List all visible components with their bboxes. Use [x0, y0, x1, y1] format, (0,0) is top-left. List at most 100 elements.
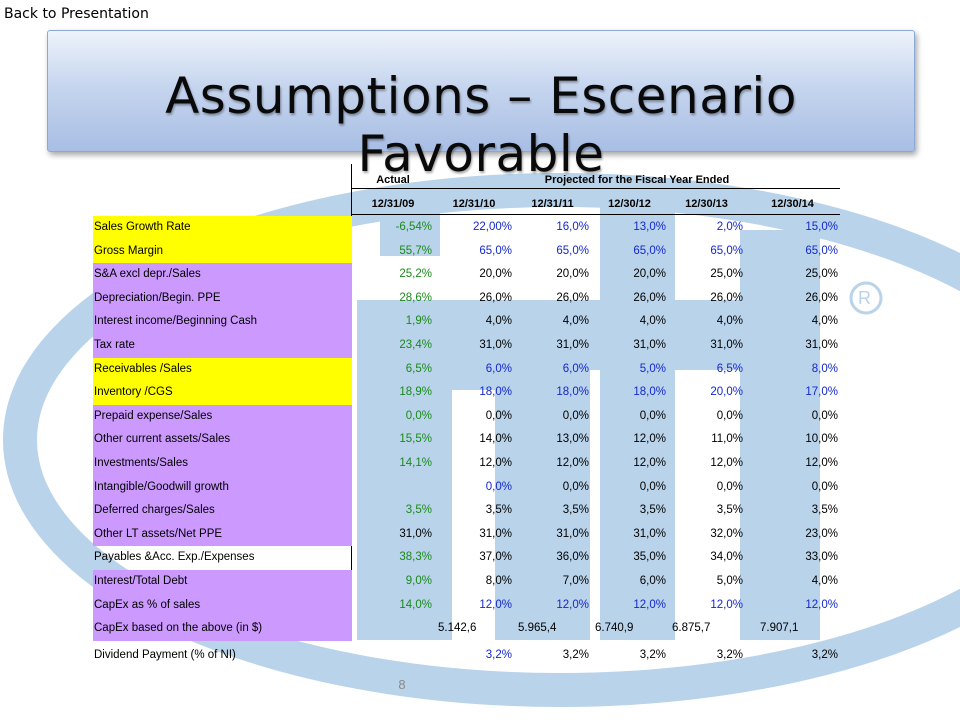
- cell-r16-c4: 12,0%: [633, 598, 666, 611]
- cell-r13-c6: 23,0%: [805, 527, 838, 540]
- cell-r1-c2: 65,0%: [479, 244, 512, 257]
- cell-r4-c2: 4,0%: [485, 315, 512, 328]
- cell-r2-c2: 20,0%: [479, 268, 512, 281]
- cell-r12-c1: 3,5%: [405, 504, 432, 517]
- cell-r14-c5: 34,0%: [710, 551, 743, 564]
- row-label-interest-total-debt: Interest/Total Debt: [93, 570, 352, 594]
- row-label-interest-income: Interest income/Beginning Cash: [93, 310, 352, 334]
- cell-r17-c6: 7.907,1: [760, 622, 799, 635]
- cell-r15-c4: 6,0%: [639, 575, 666, 587]
- row-label-capex-amount: CapEx based on the above (in $): [93, 617, 352, 641]
- cell-r10-c4: 12,0%: [633, 457, 666, 469]
- cell-r9-c4: 12,0%: [633, 433, 666, 446]
- cell-r1-c1: 55,7%: [399, 244, 432, 257]
- cell-r1-c3: 65,0%: [556, 244, 589, 257]
- cell-r8-c5: 0,0%: [716, 409, 743, 422]
- cell-r8-c3: 0,0%: [562, 409, 589, 422]
- row-label-other-current-assets: Other current assets/Sales: [93, 428, 352, 452]
- cell-r12-c6: 3,5%: [811, 504, 838, 517]
- cell-r16-c5: 12,0%: [710, 598, 743, 611]
- row-label-dividend-payment: Dividend Payment (% of NI): [94, 649, 236, 661]
- row-label-receivables: Receivables /Sales: [93, 357, 352, 382]
- cell-r5-c1: 23,4%: [399, 339, 432, 351]
- cell-r12-c3: 3,5%: [562, 504, 589, 517]
- cell-r1-c4: 65,0%: [633, 244, 666, 257]
- cell-r7-c2: 18,0%: [479, 386, 512, 399]
- header-projected: Projected for the Fiscal Year Ended: [544, 174, 730, 186]
- back-to-presentation-link[interactable]: Back to Presentation: [4, 6, 149, 22]
- cell-r13-c3: 31,0%: [556, 527, 589, 540]
- cell-r16-c2: 12,0%: [479, 598, 512, 611]
- header-bottom-rule: [352, 214, 840, 215]
- cell-r7-c6: 17,0%: [805, 386, 838, 399]
- cell-r5-c4: 31,0%: [633, 339, 666, 351]
- slide-title: Assumptions – Escenario Favorable: [165, 67, 797, 183]
- cell-r9-c1: 15,5%: [399, 433, 432, 446]
- cell-r10-c6: 12,0%: [805, 457, 838, 469]
- cell-r8-c4: 0,0%: [639, 409, 666, 422]
- cell-r15-c5: 5,0%: [716, 575, 743, 587]
- row-label-payables: Payables &Acc. Exp./Expenses: [94, 551, 255, 564]
- cell-r11-c3: 0,0%: [562, 480, 589, 493]
- cell-r17-c1: [352, 617, 434, 641]
- cell-r13-c5: 32,0%: [710, 527, 743, 540]
- row-label-sales-growth: Sales Growth Rate: [93, 216, 352, 240]
- cell-r15-c3: 7,0%: [562, 575, 589, 587]
- cell-r17-c3: 5.965,4: [518, 622, 557, 635]
- row-label-depreciation: Depreciation/Begin. PPE: [93, 286, 352, 311]
- cell-r9-c5: 11,0%: [711, 433, 743, 446]
- header-date-4: 12/30/12: [608, 198, 651, 210]
- cell-r2-c5: 25,0%: [710, 268, 743, 281]
- cell-r16-c3: 12,0%: [556, 598, 589, 611]
- row-label-other-lt-assets: Other LT assets/Net PPE: [93, 522, 352, 547]
- header-rule: [352, 188, 840, 189]
- cell-r3-c4: 26,0%: [633, 291, 666, 304]
- cell-r6-c5: 6,5%: [716, 362, 743, 375]
- cell-r11-c1: [352, 476, 434, 500]
- header-date-1: 12/31/09: [371, 198, 415, 210]
- cell-r12-c5: 3,5%: [716, 504, 743, 517]
- row-label-intangible-goodwill: Intangible/Goodwill growth: [93, 475, 352, 500]
- cell-r13-c1: 31,0%: [399, 527, 432, 540]
- cell-r16-c6: 12,0%: [805, 598, 838, 611]
- row-label-gross-margin: Gross Margin: [93, 239, 352, 264]
- cell-r15-c1: 9,0%: [405, 575, 432, 587]
- cell-r3-c3: 26,0%: [556, 291, 589, 304]
- cell-r3-c5: 26,0%: [710, 291, 743, 304]
- cell-r7-c4: 18,0%: [633, 386, 666, 399]
- cell-r18-c4: 3,2%: [639, 649, 666, 661]
- cell-r10-c5: 12,0%: [710, 457, 743, 469]
- cell-r6-c6: 8,0%: [811, 362, 838, 375]
- cell-r13-c4: 31,0%: [633, 527, 666, 540]
- cell-r6-c3: 6,0%: [562, 362, 589, 375]
- cell-r11-c6: 0,0%: [811, 480, 838, 493]
- cell-r12-c2: 3,5%: [485, 504, 512, 517]
- cell-r9-c2: 14,0%: [479, 433, 512, 446]
- cell-r0-c5: 2,0%: [716, 221, 743, 233]
- cell-r5-c3: 31,0%: [556, 339, 589, 351]
- header-date-5: 12/30/13: [685, 198, 728, 210]
- cell-r1-c5: 65,0%: [710, 244, 743, 257]
- cell-r0-c3: 16,0%: [556, 221, 589, 233]
- title-banner: Assumptions – Escenario Favorable: [47, 30, 915, 183]
- cell-r17-c2: 5.142,6: [438, 622, 477, 635]
- cell-r9-c6: 10,0%: [805, 433, 838, 446]
- cell-r5-c2: 31,0%: [479, 339, 512, 351]
- cell-r4-c6: 4,0%: [811, 315, 838, 328]
- cell-r13-c2: 31,0%: [479, 527, 512, 540]
- cell-r4-c3: 4,0%: [562, 315, 589, 328]
- cell-r4-c1: 1,9%: [405, 315, 432, 328]
- cell-r11-c5: 0,0%: [716, 480, 743, 493]
- cell-r0-c4: 13,0%: [633, 221, 666, 233]
- cell-r18-c5: 3,2%: [716, 649, 743, 661]
- cell-r7-c1: 18,9%: [399, 386, 432, 399]
- cell-r1-c6: 65,0%: [805, 244, 838, 257]
- cell-r8-c1: 0,0%: [405, 409, 432, 422]
- row-label-sa-excl-depr: S&A excl depr./Sales: [93, 263, 352, 287]
- header-date-6: 12/30/14: [771, 198, 814, 210]
- cell-r10-c2: 12,0%: [479, 457, 512, 469]
- cell-r5-c5: 31,0%: [710, 339, 743, 351]
- svg-text:R: R: [858, 288, 871, 308]
- cell-r11-c2: 0,0%: [485, 480, 512, 493]
